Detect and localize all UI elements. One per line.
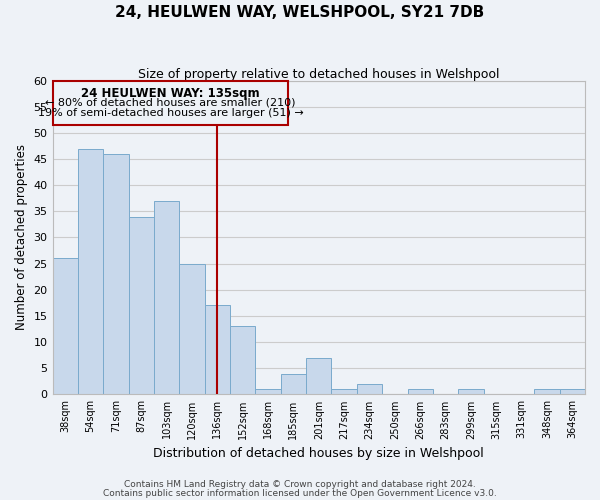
Text: ← 80% of detached houses are smaller (210): ← 80% of detached houses are smaller (21…	[45, 97, 296, 107]
Y-axis label: Number of detached properties: Number of detached properties	[15, 144, 28, 330]
Bar	[205, 306, 230, 394]
Bar	[128, 216, 154, 394]
Text: 24, HEULWEN WAY, WELSHPOOL, SY21 7DB: 24, HEULWEN WAY, WELSHPOOL, SY21 7DB	[115, 5, 485, 20]
Bar	[256, 389, 281, 394]
Bar	[103, 154, 128, 394]
Text: Contains public sector information licensed under the Open Government Licence v3: Contains public sector information licen…	[103, 488, 497, 498]
Bar	[53, 258, 78, 394]
Bar	[534, 389, 560, 394]
Title: Size of property relative to detached houses in Welshpool: Size of property relative to detached ho…	[138, 68, 500, 80]
FancyBboxPatch shape	[53, 80, 289, 125]
Bar	[560, 389, 585, 394]
Bar	[154, 201, 179, 394]
Bar	[306, 358, 331, 395]
Bar	[458, 389, 484, 394]
Bar	[331, 389, 357, 394]
Bar	[230, 326, 256, 394]
Bar	[281, 374, 306, 394]
Text: 19% of semi-detached houses are larger (51) →: 19% of semi-detached houses are larger (…	[38, 108, 304, 118]
X-axis label: Distribution of detached houses by size in Welshpool: Distribution of detached houses by size …	[154, 447, 484, 460]
Text: Contains HM Land Registry data © Crown copyright and database right 2024.: Contains HM Land Registry data © Crown c…	[124, 480, 476, 489]
Bar	[78, 148, 103, 394]
Bar	[179, 264, 205, 394]
Bar	[407, 389, 433, 394]
Text: 24 HEULWEN WAY: 135sqm: 24 HEULWEN WAY: 135sqm	[81, 87, 260, 100]
Bar	[357, 384, 382, 394]
